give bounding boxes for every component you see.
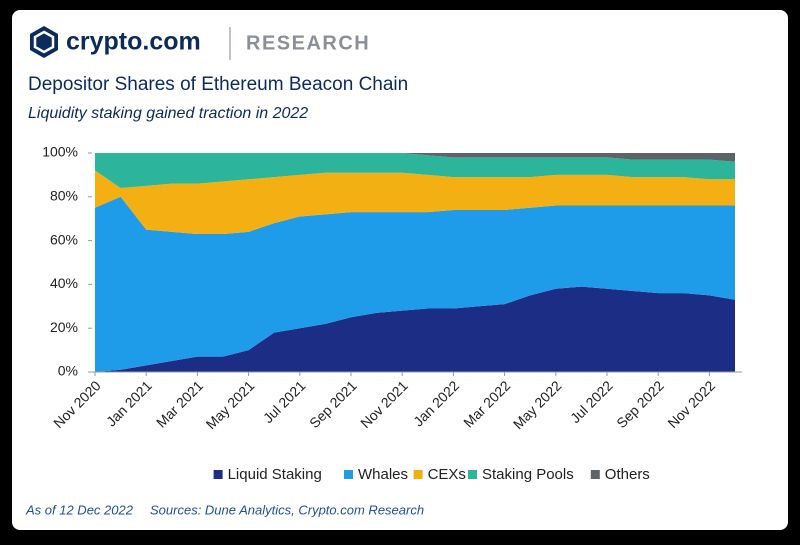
legend-swatch xyxy=(590,470,600,479)
legend-label: Staking Pools xyxy=(482,466,574,483)
legend-label: Whales xyxy=(358,466,408,483)
y-tick-label: 20% xyxy=(50,319,78,335)
footer-sources: Sources: Dune Analytics, Crypto.com Rese… xyxy=(150,502,424,517)
area xyxy=(95,153,735,162)
chart-subtitle: Liquidity staking gained traction in 202… xyxy=(28,105,308,122)
y-tick-label: 60% xyxy=(50,231,78,247)
y-tick-label: 100% xyxy=(42,144,78,160)
area xyxy=(95,153,735,189)
area xyxy=(95,196,735,372)
y-tick-label: 80% xyxy=(50,188,78,204)
footer-date: As of 12 Dec 2022 xyxy=(25,502,134,517)
legend-swatch xyxy=(468,470,477,479)
section: RESEARCH xyxy=(246,32,370,54)
y-tick-label: 40% xyxy=(50,275,78,291)
y-tick-label: 0% xyxy=(58,363,78,379)
legend-swatch xyxy=(344,470,353,479)
brand: crypto.com xyxy=(66,28,201,56)
legend-label: Others xyxy=(605,466,650,483)
legend-swatch xyxy=(413,470,423,479)
logo xyxy=(30,26,58,58)
legend-swatch xyxy=(213,470,223,479)
legend-label: CEXs xyxy=(428,466,466,483)
legend-label: Liquid Staking xyxy=(228,466,322,483)
chart-title: Depositor Shares of Ethereum Beacon Chai… xyxy=(28,74,408,95)
area xyxy=(95,286,735,372)
area xyxy=(95,170,735,235)
